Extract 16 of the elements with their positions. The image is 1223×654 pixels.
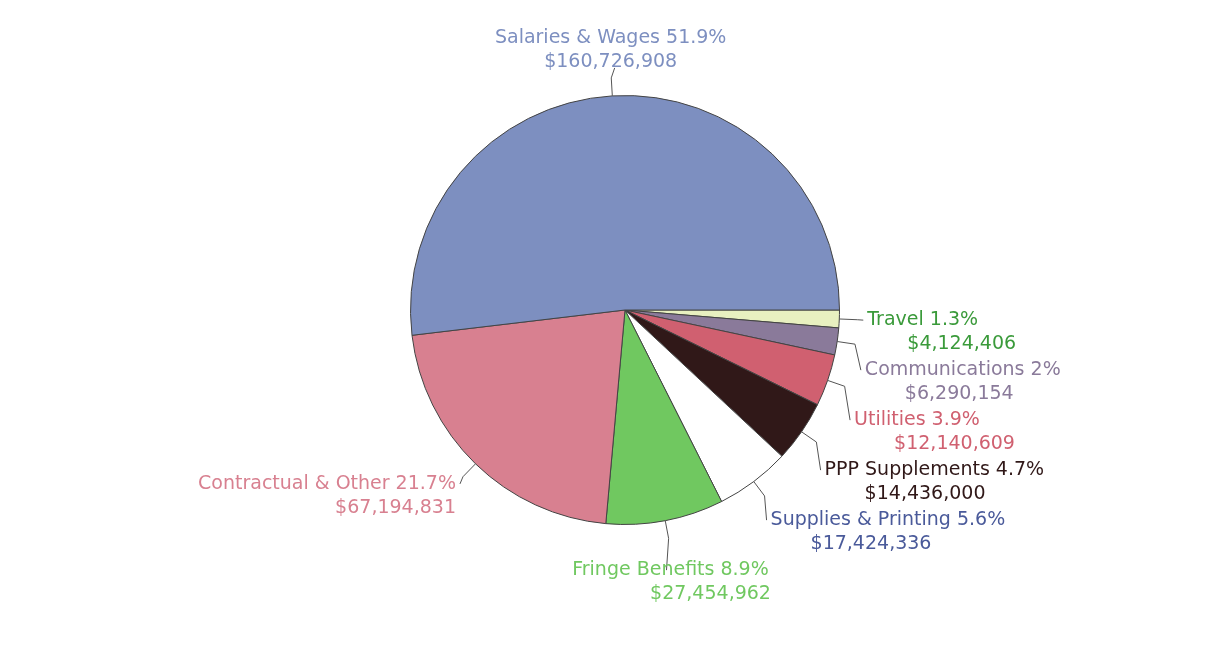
data-label: $67,194,831 (335, 494, 456, 517)
data-label: $12,140,609 (894, 431, 1015, 454)
data-label: $6,290,154 (904, 381, 1014, 404)
data-label: $27,454,962 (650, 581, 771, 604)
slice-label: Contractual & Other 21.7% (198, 470, 456, 493)
slice-label: Communications 2% (864, 357, 1061, 380)
slice-label: Fringe Benefits 8.9% (572, 557, 769, 580)
data-label: $160,726,908 (544, 48, 678, 71)
slice-label: Salaries & Wages 51.9% (494, 24, 727, 47)
slice-label: Supplies & Printing 5.6% (770, 507, 1006, 530)
slice-label: Utilities 3.9% (854, 407, 980, 430)
data-label: $17,424,336 (810, 531, 932, 554)
slice-label: Travel 1.3% (866, 307, 979, 330)
data-label: $14,436,000 (864, 481, 986, 504)
slice-label: PPP Supplements 4.7% (824, 457, 1045, 480)
data-label: $4,124,406 (907, 331, 1017, 354)
